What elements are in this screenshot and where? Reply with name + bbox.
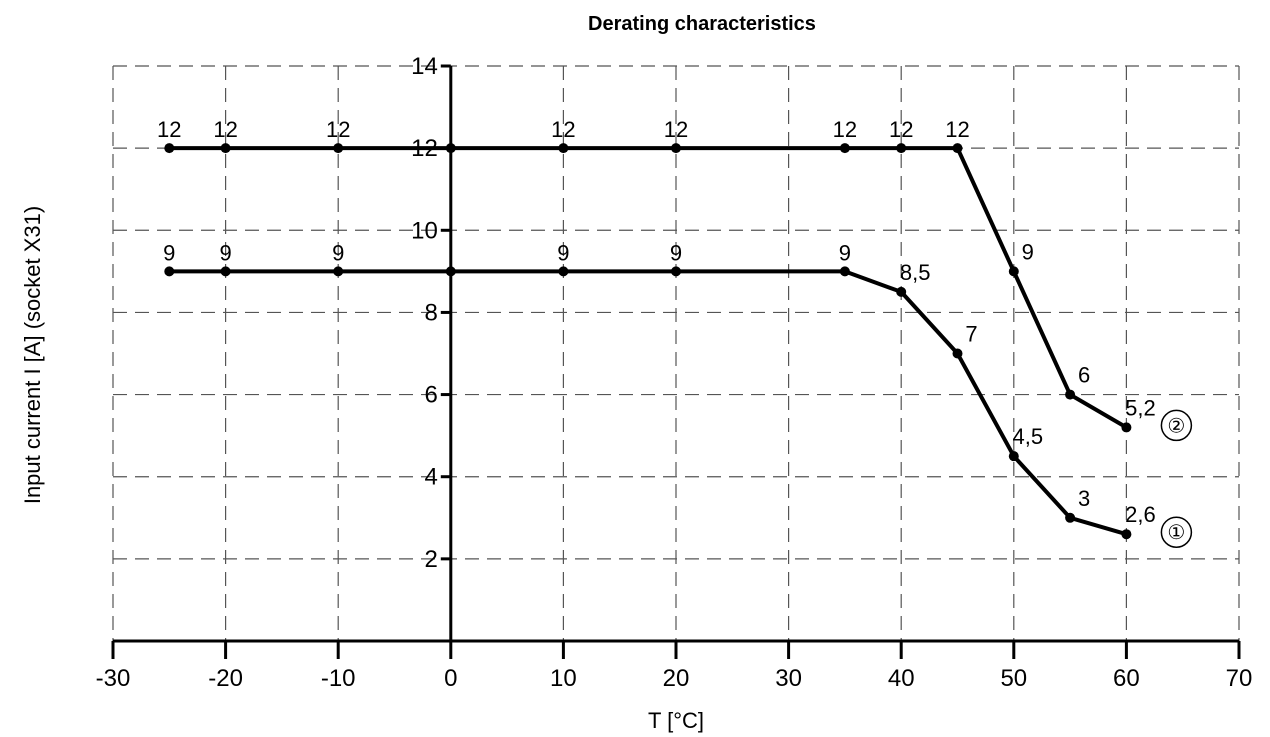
- data-point-1-0: [164, 266, 175, 277]
- x-tick-label-5: 20: [663, 665, 690, 692]
- x-tick-label-3: 0: [444, 665, 457, 692]
- tick-labels: -30 -20 -10 0 10 20 30 40 50 60 70 2 4 6 8 10 12 14: [96, 53, 1253, 692]
- y-tick-label-6: 14: [411, 53, 438, 80]
- data-label-1-9: 4,5: [1013, 424, 1044, 449]
- data-point-1-11: [1121, 529, 1132, 540]
- y-tick-label-2: 6: [424, 382, 437, 409]
- curve-marker-0: ②: [1160, 409, 1193, 442]
- data-point-1-3: [445, 266, 456, 277]
- axes: [111, 64, 1241, 659]
- x-tick-label-4: 10: [550, 665, 577, 692]
- data-label-1-2: 9: [332, 240, 344, 265]
- data-point-1-7: [896, 286, 907, 297]
- y-tick-label-1: 4: [424, 464, 437, 491]
- chart-title: Derating characteristics: [588, 13, 816, 35]
- data-point-0-7: [896, 143, 907, 154]
- data-point-0-11: [1121, 422, 1132, 433]
- curve-marker-circle-1: [1160, 516, 1193, 548]
- data-label-0-5: 12: [664, 117, 688, 142]
- data-point-0-2: [333, 143, 344, 154]
- curve-marker-circle-0: [1160, 409, 1193, 442]
- data-label-1-0: 9: [163, 240, 175, 265]
- data-label-1-11: 2,6: [1125, 502, 1156, 527]
- data-point-1-1: [220, 266, 231, 277]
- data-label-0-8: 12: [945, 117, 969, 142]
- data-label-1-8: 7: [965, 322, 977, 347]
- data-point-1-9: [1008, 451, 1019, 462]
- data-label-0-0: 12: [157, 117, 181, 142]
- curve-marker-label-0: ②: [1167, 415, 1185, 437]
- x-tick-label-7: 40: [888, 665, 915, 692]
- data-label-0-1: 12: [213, 117, 237, 142]
- series-line-1: [169, 269, 1127, 537]
- data-label-1-4: 9: [557, 240, 569, 265]
- data-label-1-7: 8,5: [900, 260, 931, 285]
- data-label-0-9: 9: [1022, 239, 1034, 264]
- data-point-0-8: [952, 143, 963, 154]
- data-label-0-7: 12: [889, 117, 913, 142]
- x-axis-title: T [°C]: [648, 708, 704, 733]
- x-tick-label-8: 50: [1000, 665, 1027, 692]
- data-label-0-6: 12: [833, 117, 857, 142]
- data-label-0-2: 12: [326, 117, 350, 142]
- data-point-1-2: [333, 266, 344, 277]
- data-point-0-10: [1065, 389, 1076, 400]
- data-point-0-9: [1008, 266, 1019, 277]
- curve-markers: ②①: [1160, 409, 1193, 548]
- x-tick-label-0: -30: [96, 665, 131, 692]
- y-axis-title: Input current I [A] (socket X31): [20, 206, 45, 504]
- data-point-1-10: [1065, 512, 1076, 523]
- data-label-0-11: 5,2: [1125, 395, 1156, 420]
- x-tick-label-10: 70: [1226, 665, 1253, 692]
- x-tick-label-9: 60: [1113, 665, 1140, 692]
- y-tick-label-4: 10: [411, 217, 438, 244]
- x-tick-label-2: -10: [321, 665, 356, 692]
- data-label-0-10: 6: [1078, 363, 1090, 388]
- data-point-0-0: [164, 143, 175, 154]
- data-label-1-10: 3: [1078, 486, 1090, 511]
- x-tick-label-1: -20: [208, 665, 243, 692]
- curve-marker-1: ①: [1160, 516, 1193, 548]
- x-tick-label-6: 30: [775, 665, 802, 692]
- curve-marker-label-1: ①: [1167, 522, 1185, 544]
- data-point-1-5: [671, 266, 681, 277]
- data-point-1-6: [839, 266, 850, 277]
- data-point-0-6: [839, 143, 850, 154]
- y-tick-label-3: 8: [424, 299, 437, 326]
- data-labels: 12 12 12 12 12 12 12 12 9 6 5,2 9 9 9 9 9 9 8,5 7 4,5 3 2,6: [157, 117, 1156, 527]
- data-label-0-4: 12: [551, 117, 575, 142]
- data-label-1-1: 9: [219, 240, 231, 265]
- data-label-1-6: 9: [839, 240, 851, 265]
- data-point-1-4: [558, 266, 569, 277]
- data-point-1-8: [952, 348, 963, 359]
- series-line-0: [169, 146, 1128, 430]
- data-label-1-5: 9: [670, 240, 682, 265]
- data-point-0-3: [445, 143, 456, 154]
- data-point-0-1: [220, 143, 231, 154]
- y-tick-label-0: 2: [424, 546, 437, 573]
- series: [164, 143, 1132, 540]
- data-point-0-5: [671, 143, 681, 154]
- data-point-0-4: [558, 143, 569, 154]
